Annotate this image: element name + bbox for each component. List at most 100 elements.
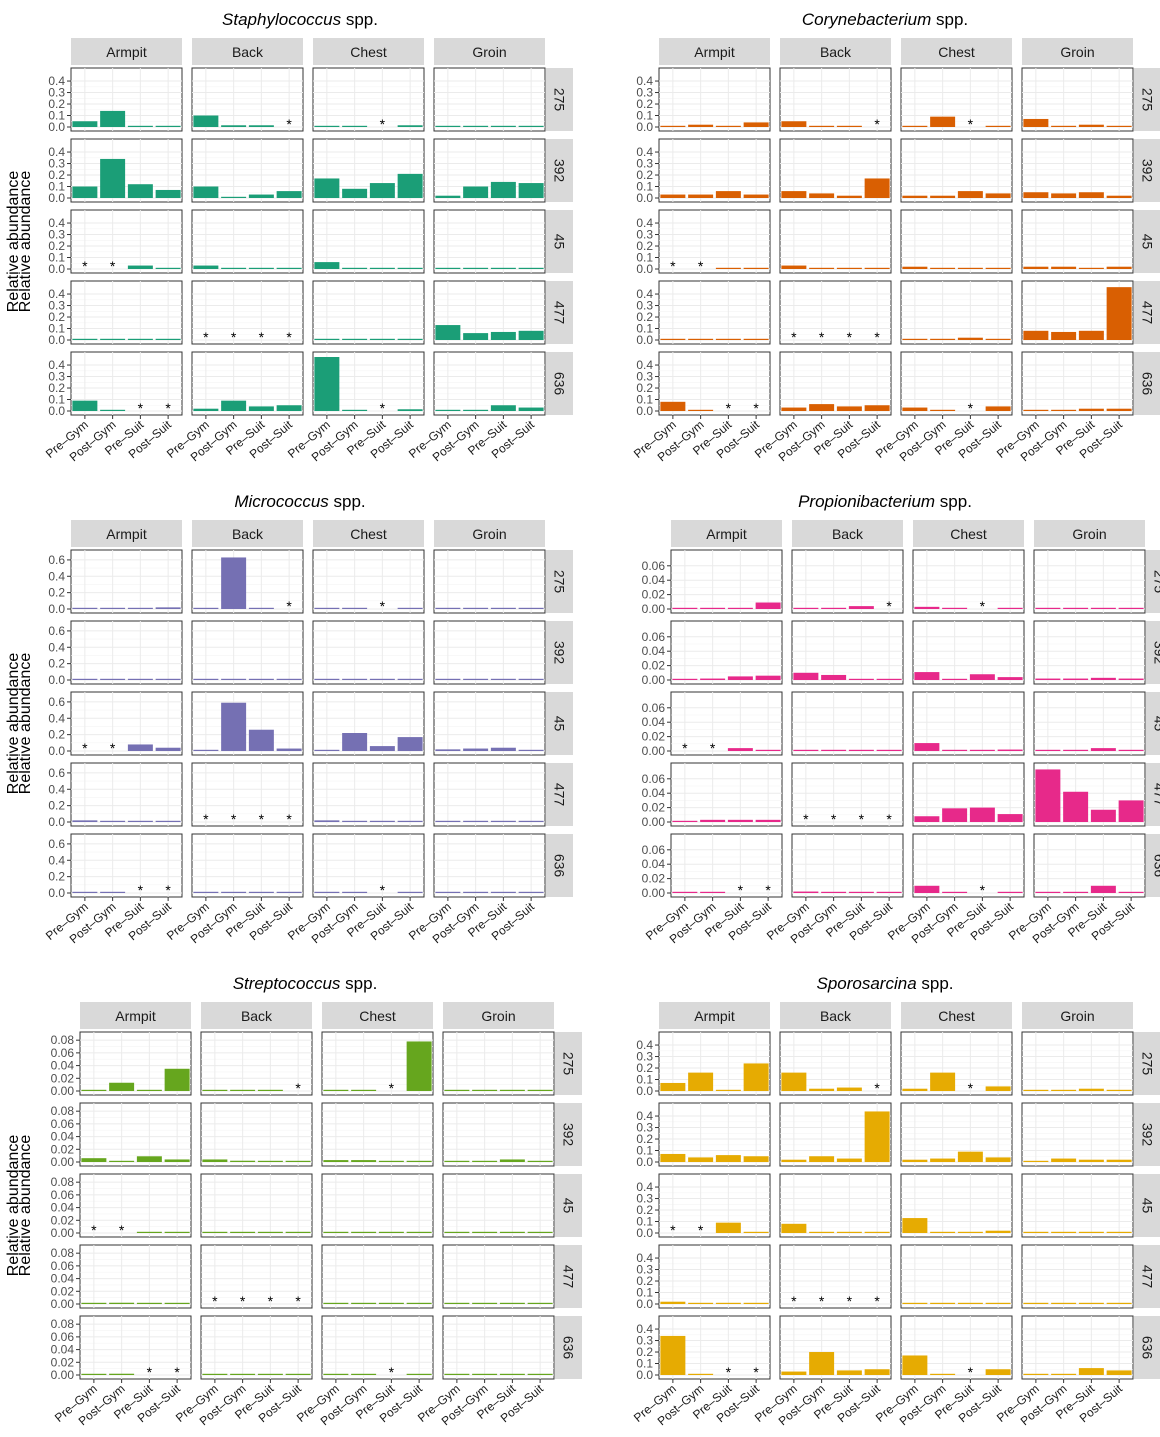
bar [1118, 891, 1144, 893]
bar [809, 1156, 835, 1162]
bar [193, 607, 219, 609]
bar [1106, 1089, 1132, 1091]
y-tick-label: 0.4 [48, 216, 65, 230]
bar [700, 891, 726, 893]
bar [1051, 193, 1077, 198]
bar [1035, 749, 1061, 751]
chart-title: Micrococcus spp. [234, 492, 365, 511]
bar [660, 125, 686, 127]
bar [930, 1373, 956, 1375]
bar [463, 607, 489, 609]
bar [202, 1373, 228, 1375]
facet-panel-armpit-392 [658, 1102, 771, 1167]
chart-block-micrococcus: Micrococcus spp. Armpit Back Chest Groin Rela… [17, 492, 573, 946]
facet-panel-back-477: * * * * [779, 1244, 892, 1309]
bar [463, 125, 489, 127]
y-tick-label: 0.4 [636, 1038, 653, 1052]
facet-strip-subject-label: 45 [1152, 716, 1160, 732]
facet-panel-armpit-477 [658, 1244, 771, 1309]
facet-panel-chest-275: * [321, 1031, 434, 1096]
bar [1023, 1302, 1049, 1304]
bar [435, 607, 461, 609]
bar [230, 1231, 256, 1233]
bar [957, 1231, 983, 1233]
facet-strip-subject-477 [546, 281, 573, 344]
bar [100, 338, 126, 340]
panel-frame [191, 209, 304, 274]
bar [715, 1302, 741, 1304]
bar [472, 1302, 498, 1304]
bar [809, 404, 835, 411]
facet-panel-groin-275 [433, 67, 546, 132]
chart-block-staphylococcus: Staphylococcus spp. Armpit Back Chest Groin R… [17, 10, 573, 464]
bar [406, 1041, 432, 1091]
y-tick-label: 0.02 [642, 730, 666, 744]
missing-sample-marker: * [82, 740, 88, 756]
bar [518, 267, 544, 269]
bar [490, 125, 516, 127]
panel-frame [442, 1315, 555, 1380]
bar [127, 125, 153, 127]
panel-frame [658, 1244, 771, 1309]
bar [985, 125, 1011, 127]
bar [902, 1159, 928, 1162]
bar [1051, 1231, 1077, 1233]
facet-strip-subject-label: 275 [561, 1052, 577, 1076]
y-tick-label: 0.2 [636, 1132, 653, 1146]
facet-panel-groin-636 [1033, 833, 1146, 898]
bar [914, 816, 940, 822]
y-tick-label: 0.3 [636, 228, 653, 242]
panel-frame [900, 209, 1013, 274]
y-tick-label: 0.3 [636, 1192, 653, 1206]
bar [499, 1373, 525, 1375]
bar [397, 338, 423, 340]
bar [672, 678, 698, 680]
bar [518, 678, 544, 680]
panel-frame [433, 762, 546, 827]
facet-panel-armpit-392 [70, 138, 183, 203]
panel-frame [191, 549, 304, 614]
y-tick-label: 0.0 [636, 1226, 653, 1240]
missing-sample-marker: * [82, 258, 88, 274]
missing-sample-marker: * [286, 329, 292, 345]
y-tick-label: 0.2 [636, 97, 653, 111]
bar [193, 678, 219, 680]
bar [985, 1302, 1011, 1304]
facet-strip-subject-275 [1146, 550, 1160, 613]
facet-strip-label: Groin [472, 526, 506, 542]
bar [1090, 809, 1116, 822]
missing-sample-marker: * [389, 1080, 395, 1096]
bar [864, 267, 890, 269]
bar [193, 891, 219, 893]
facet-panel-groin-477 [433, 762, 546, 827]
facet-panel-groin-45 [442, 1173, 555, 1238]
y-tick-label: 0.0 [636, 191, 653, 205]
bar [1063, 607, 1089, 609]
y-tick-label: 0.00 [51, 1368, 75, 1382]
bar [435, 125, 461, 127]
bar [314, 178, 340, 198]
bar [985, 1369, 1011, 1375]
bar [397, 409, 423, 411]
bar [342, 678, 368, 680]
facet-strip-subject-label: 392 [1152, 641, 1160, 665]
panel-frame [779, 1244, 892, 1309]
bar [230, 1160, 256, 1162]
bar [463, 267, 489, 269]
facet-strip-groin [434, 38, 545, 65]
bar [914, 885, 940, 893]
bar [1106, 1302, 1132, 1304]
bar [660, 1335, 686, 1375]
facet-strip-label: Back [241, 1008, 273, 1024]
bar [715, 1089, 741, 1091]
y-tick-label: 0.06 [51, 1330, 75, 1344]
y-tick-label: 0.2 [636, 1203, 653, 1217]
facet-strip-back [780, 1002, 891, 1029]
y-tick-label: 0.4 [636, 1322, 653, 1336]
facet-panel-chest-636: * [312, 351, 425, 416]
facet-strip-chest [901, 1002, 1012, 1029]
panel-frame [1021, 1315, 1134, 1380]
facet-panel-chest-636: * [321, 1315, 434, 1380]
panel-frame [1021, 1102, 1134, 1167]
bar [930, 1158, 956, 1162]
